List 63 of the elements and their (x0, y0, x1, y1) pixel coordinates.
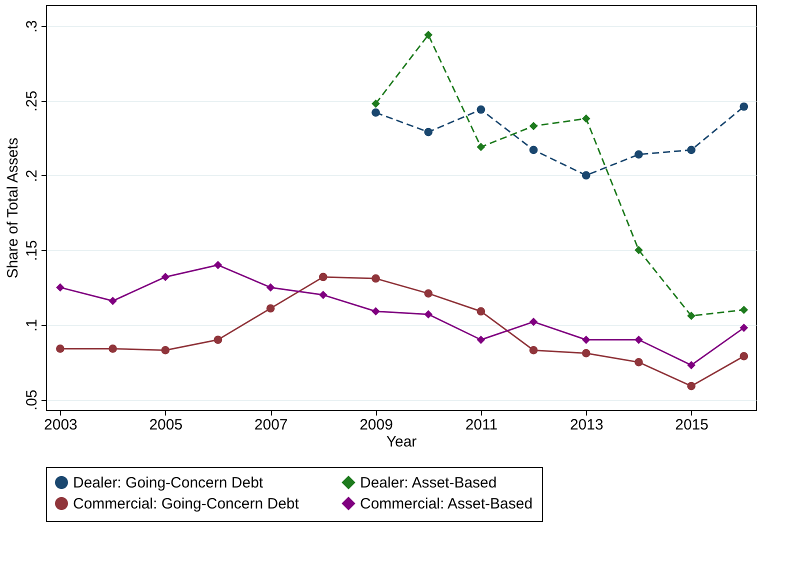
x-tick-label: 2009 (360, 416, 393, 434)
point (634, 336, 643, 344)
point (687, 312, 696, 320)
point (56, 283, 64, 292)
y-tick-label: .15 (24, 240, 40, 262)
point (740, 102, 748, 111)
y-tick-label: .3 (24, 20, 40, 33)
point (476, 142, 486, 152)
point (161, 346, 170, 354)
point (424, 30, 433, 40)
point (214, 260, 222, 270)
point (582, 114, 590, 123)
legend-label: Dealer: Going-Concern Debt (73, 474, 264, 492)
point (687, 146, 696, 154)
point (318, 290, 328, 300)
point (266, 304, 275, 313)
point (582, 349, 590, 358)
point (740, 324, 748, 332)
y-tick-label: .05 (24, 390, 40, 410)
y-tick-label: .2 (24, 170, 40, 182)
point (56, 344, 64, 353)
point (634, 150, 643, 159)
x-tick-label: 2007 (254, 416, 288, 434)
x-tick-label: 2013 (570, 416, 604, 434)
x-tick-label: 2015 (675, 416, 708, 434)
point (687, 382, 696, 390)
point (424, 310, 433, 319)
x-axis-title: Year (386, 434, 417, 450)
point (634, 246, 643, 254)
point (424, 128, 433, 136)
y-tick-label: .1 (24, 319, 40, 332)
point (476, 105, 486, 114)
point (740, 306, 748, 314)
point (161, 272, 170, 282)
point (687, 360, 696, 370)
legend-label: Commercial: Going-Concern Debt (73, 496, 300, 512)
point (582, 171, 590, 180)
point (476, 336, 486, 344)
point (424, 289, 433, 298)
point (372, 307, 380, 316)
point (372, 274, 380, 283)
y-axis-title: Share of Total Assets (4, 138, 22, 278)
legend-label: Commercial: Asset-Based (360, 496, 533, 512)
point (529, 318, 538, 326)
point (476, 307, 486, 316)
point (529, 146, 538, 154)
legend-label: Dealer: Asset-Based (360, 474, 497, 492)
point (108, 344, 117, 353)
point (582, 336, 590, 344)
point (529, 122, 538, 130)
x-tick-label: 2011 (465, 416, 498, 434)
point (529, 346, 538, 354)
point (214, 336, 222, 344)
point (634, 358, 643, 366)
point (266, 283, 275, 292)
point (372, 108, 380, 117)
point (318, 272, 328, 282)
x-tick-label: 2005 (149, 416, 183, 434)
point (108, 296, 117, 306)
y-tick-label: .25 (24, 90, 40, 112)
point (740, 352, 748, 360)
point (372, 99, 380, 108)
x-tick-label: 2003 (44, 416, 78, 434)
